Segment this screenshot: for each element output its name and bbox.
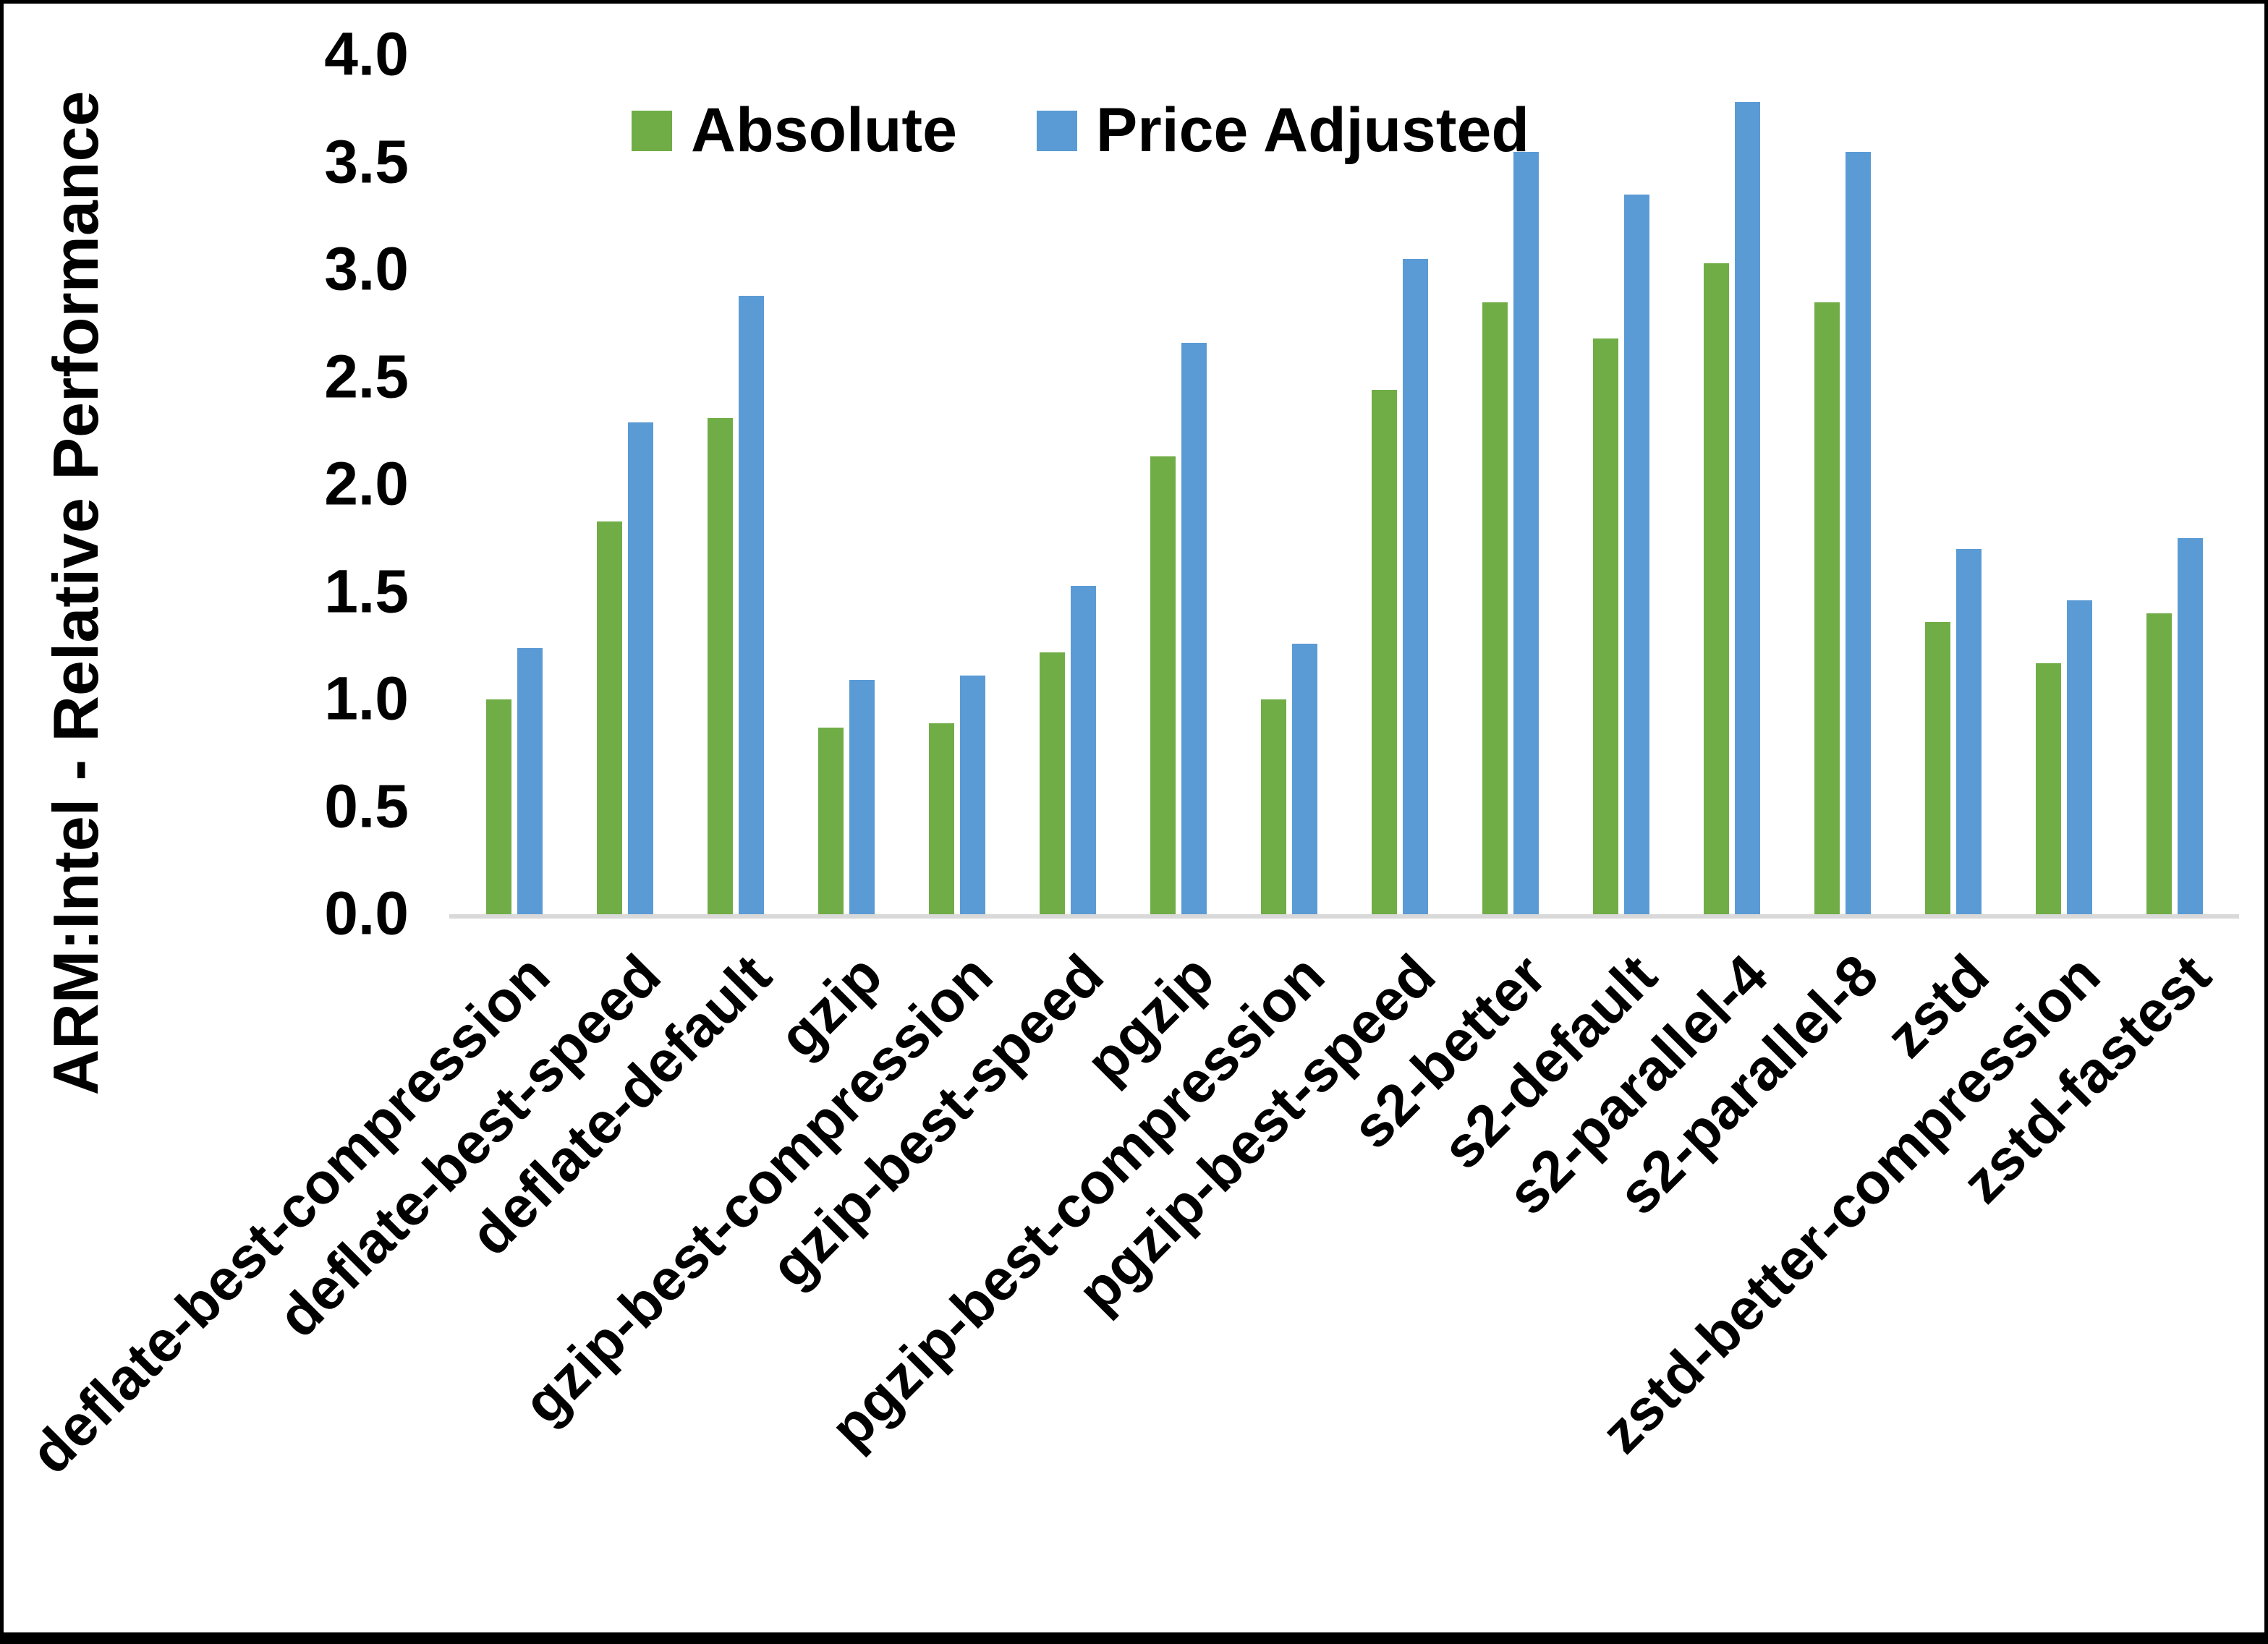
bar-price-adjusted-gzip-best-speed (1070, 585, 1096, 914)
bar-absolute-gzip (817, 727, 844, 914)
bar-price-adjusted-s2-default (1624, 195, 1650, 914)
bar-absolute-zstd-fastest (2146, 613, 2173, 914)
legend-label-price-adjusted: Price Adjusted (1095, 95, 1529, 165)
y-tick-label-1.0: 1.0 (324, 664, 409, 733)
bar-price-adjusted-s2-better (1513, 151, 1539, 914)
bar-absolute-deflate-default (707, 417, 733, 914)
legend-label-absolute: Absolute (691, 95, 957, 165)
y-tick-label-0.0: 0.0 (324, 879, 409, 947)
bar-price-adjusted-pgzip-best-speed (1403, 259, 1429, 914)
bar-absolute-zstd-better-compression (2036, 663, 2062, 914)
y-tick-label-2.0: 2.0 (324, 449, 409, 518)
bar-absolute-s2-better (1482, 302, 1508, 914)
bar-price-adjusted-deflate-best-compression (517, 647, 543, 914)
plot-area (459, 55, 2230, 914)
x-axis-baseline (449, 914, 2239, 919)
bar-price-adjusted-zstd (1956, 549, 1982, 914)
bar-absolute-pgzip-best-speed (1372, 390, 1398, 914)
legend-swatch-price-adjusted-icon (1036, 110, 1077, 151)
legend-item-absolute: Absolute (632, 95, 957, 166)
y-tick-label-4.0: 4.0 (324, 20, 409, 88)
y-tick-label-3.5: 3.5 (324, 127, 409, 195)
y-tick-label-2.5: 2.5 (324, 341, 409, 410)
bar-price-adjusted-pgzip-best-compression (1291, 643, 1317, 914)
bar-price-adjusted-zstd-better-compression (2067, 600, 2093, 914)
bar-price-adjusted-s2-parallel-8 (1846, 151, 1872, 914)
bar-absolute-gzip-best-compression (928, 723, 954, 914)
y-tick-label-1.5: 1.5 (324, 556, 409, 625)
y-tick-label-3.0: 3.0 (324, 234, 409, 303)
bar-absolute-s2-parallel-4 (1704, 263, 1730, 914)
bar-price-adjusted-s2-parallel-4 (1735, 102, 1761, 914)
y-tick-label-0.5: 0.5 (324, 771, 409, 840)
bar-absolute-zstd (1925, 622, 1951, 914)
bar-price-adjusted-deflate-default (738, 295, 764, 914)
bar-absolute-deflate-best-compression (485, 699, 511, 914)
legend-item-price-adjusted: Price Adjusted (1036, 95, 1529, 166)
legend: Absolute Price Adjusted (632, 95, 1529, 166)
bar-price-adjusted-gzip-best-compression (959, 676, 985, 914)
bar-price-adjusted-gzip (849, 680, 875, 914)
bar-absolute-s2-default (1593, 338, 1619, 914)
legend-swatch-absolute-icon (632, 110, 672, 151)
bar-price-adjusted-pgzip (1181, 342, 1207, 914)
bar-price-adjusted-zstd-fastest (2178, 538, 2204, 914)
bar-absolute-s2-parallel-8 (1814, 302, 1840, 914)
bar-price-adjusted-deflate-best-speed (627, 422, 653, 914)
bar-absolute-gzip-best-speed (1039, 652, 1065, 914)
bar-absolute-pgzip (1150, 456, 1176, 914)
bar-absolute-pgzip-best-compression (1260, 699, 1286, 914)
bar-absolute-deflate-best-speed (596, 521, 622, 914)
